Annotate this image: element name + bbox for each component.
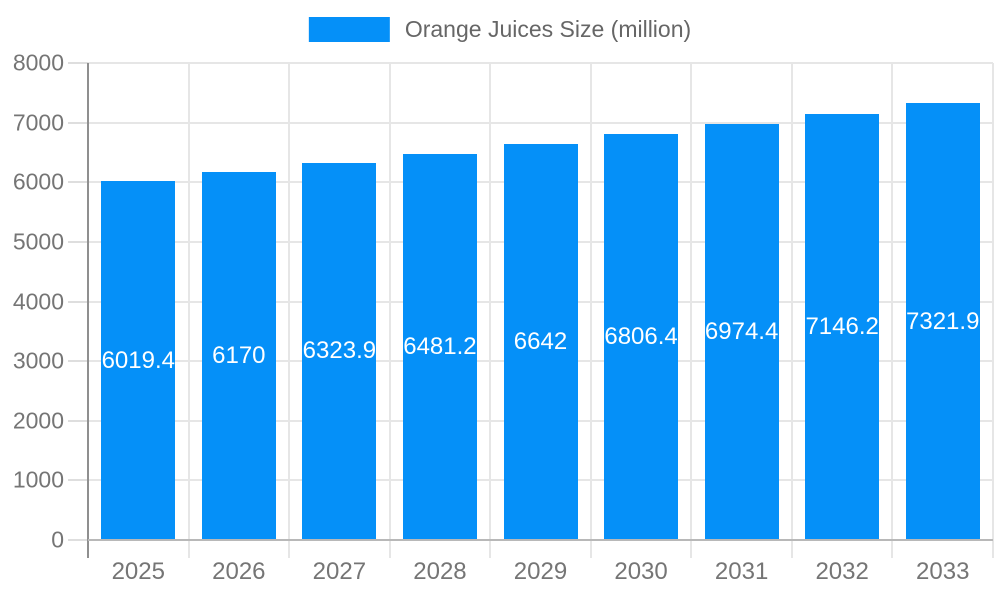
bar-value-label: 6019.4	[101, 346, 175, 374]
y-tick	[68, 121, 88, 124]
bar[interactable]	[201, 172, 276, 539]
x-gridline	[288, 63, 291, 558]
y-axis-tick-label: 5000	[12, 228, 64, 255]
x-axis-tick-label: 2033	[916, 558, 970, 585]
bar[interactable]	[402, 153, 477, 539]
legend-swatch[interactable]	[308, 17, 390, 42]
y-axis-tick-label: 2000	[12, 407, 64, 434]
y-axis-tick-label: 4000	[12, 288, 64, 314]
y-tick	[68, 240, 88, 243]
x-gridline	[992, 63, 994, 558]
x-gridline	[589, 63, 592, 558]
legend-label: Orange Juices Size (million)	[404, 16, 692, 42]
y-gridline	[88, 121, 993, 124]
bar[interactable]	[905, 103, 980, 539]
x-axis-tick-label: 2029	[513, 558, 568, 585]
y-axis-tick-label: 6000	[12, 168, 64, 195]
x-axis-tick-label: 2028	[413, 558, 467, 585]
y-axis-tick-label: 1000	[12, 466, 64, 493]
x-gridline	[489, 63, 492, 558]
x-axis-tick-label: 2027	[312, 558, 367, 585]
y-axis-tick-label: 3000	[12, 347, 64, 374]
x-axis-tick-label: 2032	[815, 558, 869, 585]
y-tick	[68, 419, 88, 422]
bar-value-label: 7321.9	[906, 307, 980, 335]
y-tick	[68, 181, 88, 184]
x-axis-tick-label: 2030	[614, 558, 668, 585]
bar[interactable]	[704, 124, 779, 539]
y-axis-tick-label: 8000	[12, 49, 64, 76]
y-tick	[68, 62, 88, 64]
bar-value-label: 7146.2	[805, 312, 879, 340]
y-tick	[68, 300, 88, 303]
x-axis-tick-label: 2026	[212, 558, 266, 585]
y-axis-line	[87, 63, 89, 558]
x-gridline	[187, 63, 190, 558]
y-tick	[68, 479, 88, 482]
bar[interactable]	[503, 143, 578, 539]
bar-value-label: 6806.4	[604, 323, 678, 351]
x-axis-line	[88, 539, 993, 541]
x-axis-tick-label: 2025	[111, 558, 165, 585]
x-gridline	[690, 63, 693, 558]
bar[interactable]	[604, 134, 679, 539]
bar-value-label: 6323.9	[302, 337, 377, 365]
x-axis-tick-label: 2031	[714, 558, 769, 585]
y-gridline	[88, 62, 993, 64]
x-gridline	[891, 63, 894, 558]
x-gridline	[388, 63, 391, 558]
bar[interactable]	[805, 113, 880, 539]
bar[interactable]	[302, 162, 377, 539]
bar-value-label: 6481.2	[403, 332, 477, 360]
bar-value-label: 6974.4	[704, 318, 779, 346]
bar-value-label: 6642	[513, 327, 568, 355]
y-axis-tick-label: 0	[51, 526, 64, 553]
bar-value-label: 6170	[212, 342, 266, 370]
y-tick	[68, 539, 88, 541]
bar[interactable]	[101, 181, 176, 539]
x-gridline	[790, 63, 793, 558]
legend[interactable]: Orange Juices Size (million)	[308, 16, 692, 43]
y-tick	[68, 360, 88, 363]
y-axis-tick-label: 7000	[12, 109, 64, 136]
